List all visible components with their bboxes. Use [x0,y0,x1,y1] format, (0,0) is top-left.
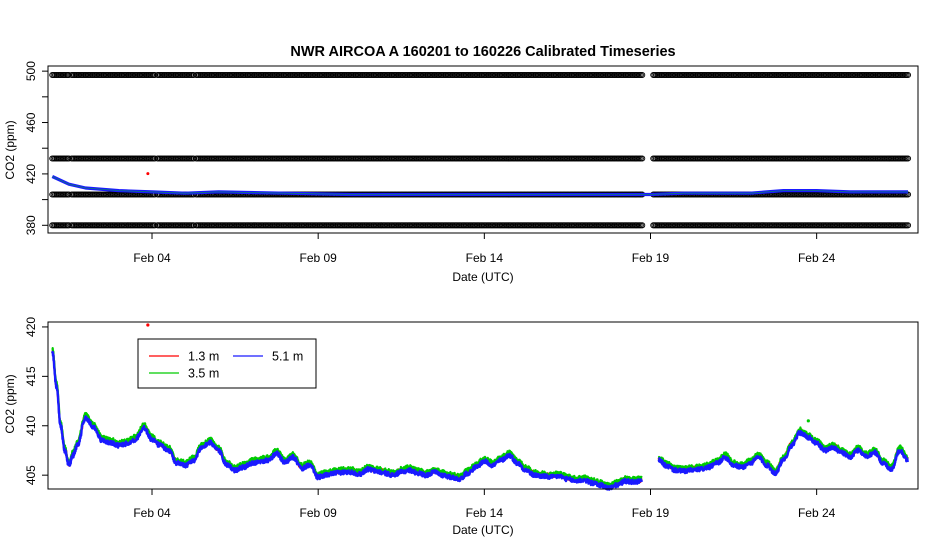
y-tick-label: 420 [24,317,38,337]
sample-trace-green [52,176,908,195]
y-tick-label: 410 [24,415,38,435]
calibration-point [639,222,646,229]
bottom-series-lines [51,347,909,491]
calibration-point [904,71,912,79]
legend: 1.3 m 3.5 m 5.1 m [137,338,317,389]
top-y-axis-label: CO2 (ppm) [3,120,17,179]
calibration-point [904,222,912,229]
legend-label-5-1m: 5.1 m [272,350,303,364]
top-sample-points [51,172,908,197]
x-tick-label: Feb 14 [466,251,504,265]
bottom-x-axis-label: Date (UTC) [452,523,513,537]
x-tick-label: Feb 04 [133,506,171,520]
y-tick-label: 460 [24,112,38,132]
x-tick-label: Feb 24 [798,251,836,265]
top-x-axis-label: Date (UTC) [452,270,513,284]
x-tick-label: Feb 19 [632,251,670,265]
bottom-plot-frame [47,321,919,490]
bottom-y-axis: 405 410 415 420 [24,317,48,485]
calibration-point [639,71,646,79]
top-chart-title: NWR AIRCOA A 160201 to 160226 Calibrated… [290,44,675,60]
series-line-3-5-m [657,426,909,474]
y-tick-label: 420 [24,164,38,184]
bottom-x-axis: Feb 04 Feb 09 Feb 14 Feb 19 Feb 24 [133,489,836,520]
y-tick-label: 500 [24,61,38,81]
x-tick-label: Feb 04 [133,251,171,265]
y-tick-label: 415 [24,366,38,386]
x-tick-label: Feb 14 [466,506,504,520]
top-plot-frame [47,65,919,234]
series-line-5-1-m [51,350,643,491]
series-line-5-1-m [657,430,909,477]
x-tick-label: Feb 24 [798,506,836,520]
top-calibration-points [49,71,912,229]
top-x-axis: Feb 04 Feb 09 Feb 14 Feb 19 Feb 24 [133,233,836,265]
calibration-point [904,155,912,162]
calibration-point [639,155,646,162]
x-tick-label: Feb 09 [299,251,337,265]
legend-label-1-3m: 1.3 m [188,350,219,364]
x-tick-label: Feb 19 [632,506,670,520]
y-tick-label: 380 [24,215,38,235]
legend-box [137,338,317,389]
top-y-axis: 380 420 460 500 [24,61,48,235]
top-panel: NWR AIRCOA A 160201 to 160226 Calibrated… [3,44,919,284]
y-tick-label: 405 [24,465,38,485]
sample-outlier [146,172,150,176]
x-tick-label: Feb 09 [299,506,337,520]
bottom-panel: Feb 04 Feb 09 Feb 14 Feb 19 Feb 24 405 410 415… [3,317,919,537]
outlier-point [146,323,150,327]
outlier-point [806,419,810,423]
bottom-outlier-points [146,323,810,423]
bottom-y-axis-label: CO2 (ppm) [3,374,17,433]
legend-label-3-5m: 3.5 m [188,367,219,381]
